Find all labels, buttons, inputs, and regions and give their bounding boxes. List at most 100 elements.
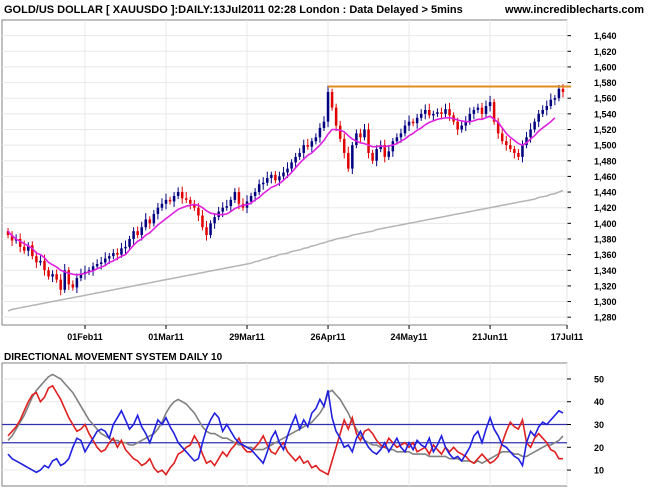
candle-body — [322, 121, 326, 128]
price-y-tick-label: 1,280 — [594, 313, 617, 323]
candle-body — [387, 151, 391, 157]
price-y-tick-label: 1,480 — [594, 156, 617, 166]
price-panel: 1,280 1,300 1,320 1,340 1,360 1,380 1,400 1,420… — [1, 19, 617, 342]
candle-body — [71, 284, 75, 288]
candle-body — [347, 152, 350, 169]
price-y-tick-label: 1,340 — [594, 266, 617, 276]
candle-body — [112, 253, 115, 257]
candle-body — [6, 231, 10, 236]
candle-body — [116, 253, 119, 255]
candle-body — [10, 235, 14, 241]
plus-di-line — [7, 390, 564, 474]
dmi-y-tick-label: 10 — [594, 466, 604, 476]
candle-body — [403, 125, 407, 134]
candle-body — [480, 107, 484, 114]
candle-body — [99, 262, 103, 264]
candle-body — [379, 145, 382, 150]
candle-body — [75, 278, 79, 288]
dmi-y-tick-label: 20 — [594, 443, 604, 453]
candle-body — [237, 192, 241, 204]
dmi-y-tick-label: 30 — [594, 420, 604, 430]
candle-body — [144, 219, 148, 228]
price-y-tick-label: 1,300 — [594, 297, 617, 307]
candle-body — [468, 113, 472, 122]
minus-di-line — [7, 384, 563, 476]
candle-body — [261, 182, 265, 185]
candle-body — [294, 156, 297, 163]
candle-body — [517, 152, 520, 157]
candle-body — [521, 145, 524, 157]
price-x-tick-label: 24May11 — [391, 332, 428, 342]
price-y-tick-label: 1,380 — [594, 234, 617, 244]
candle-body — [286, 168, 289, 173]
price-y-tick-label: 1,320 — [594, 281, 617, 291]
candle-body — [148, 219, 152, 224]
candle-body — [298, 152, 301, 157]
candle-body — [176, 192, 180, 196]
candle-body — [18, 238, 22, 247]
candle-body — [375, 149, 378, 161]
candle-body — [302, 145, 305, 153]
candle-body — [541, 109, 544, 114]
candle-body — [415, 117, 419, 124]
candle-body — [225, 206, 229, 208]
candle-body — [35, 256, 38, 263]
candle-body — [55, 274, 58, 280]
candle-body — [185, 198, 188, 200]
candle-body — [460, 125, 463, 130]
candle-body — [132, 231, 135, 239]
candle-body — [22, 246, 26, 251]
price-x-tick-label: 01Feb11 — [67, 332, 103, 342]
candle-body — [189, 199, 192, 204]
candle-body — [270, 174, 273, 178]
price-y-tick-label: 1,560 — [594, 94, 617, 104]
candle-body — [423, 109, 427, 114]
price-y-tick-label: 1,600 — [594, 62, 617, 72]
candle-body — [330, 91, 334, 108]
price-y-tick-label: 1,540 — [594, 109, 617, 119]
candle-body — [172, 195, 176, 202]
candle-body — [391, 141, 395, 152]
candle-body — [326, 91, 330, 122]
chart-title: GOLD/US DOLLAR [ XAUUSDO ]:DAILY:13Jul20… — [4, 4, 463, 16]
candle-body — [432, 113, 435, 116]
candle-body — [156, 207, 160, 214]
candle-body — [371, 152, 374, 161]
candle-body — [290, 162, 293, 169]
candle-body — [278, 176, 281, 181]
indicator-title: DIRECTIONAL MOVEMENT SYSTEM DAILY 10 — [4, 352, 223, 363]
price-y-tick-label: 1,520 — [594, 125, 617, 135]
candle-body — [533, 121, 536, 130]
candle-body — [282, 172, 285, 177]
candle-body — [436, 112, 439, 114]
candle-body — [411, 121, 415, 124]
candle-body — [472, 109, 476, 114]
price-x-tick-label: 21Jun11 — [472, 332, 508, 342]
long-moving-average-line — [7, 189, 564, 312]
candle-body — [359, 133, 362, 138]
price-y-tick-label: 1,360 — [594, 250, 617, 260]
candle-body — [367, 129, 370, 153]
candle-body — [549, 99, 553, 107]
candle-body — [95, 264, 99, 267]
candle-body — [168, 199, 172, 202]
price-x-tick-label: 01Mar11 — [148, 332, 184, 342]
candle-body — [419, 113, 423, 118]
price-y-tick-label: 1,500 — [594, 141, 617, 151]
candle-body — [537, 113, 540, 122]
candle-body — [399, 133, 403, 138]
candle-body — [525, 137, 528, 146]
candle-body — [120, 248, 123, 255]
price-x-tick-label: 26Apr11 — [311, 332, 346, 342]
price-y-tick-label: 1,400 — [594, 219, 617, 229]
candle-body — [509, 145, 512, 150]
candle-body — [557, 88, 561, 99]
candle-body — [342, 138, 346, 153]
candle-body — [140, 227, 143, 236]
site-url[interactable]: www.incrediblecharts.com — [505, 4, 644, 16]
candle-body — [136, 231, 139, 236]
candle-body — [395, 137, 399, 142]
candle-body — [513, 149, 516, 153]
candle-body — [553, 98, 557, 100]
